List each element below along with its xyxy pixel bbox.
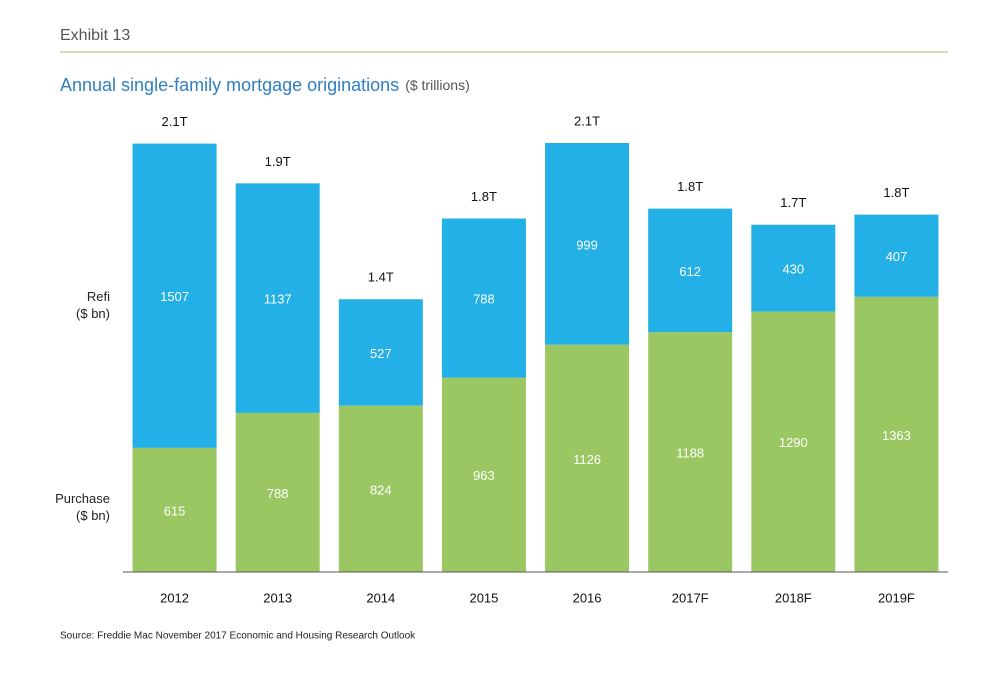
bar-segment [132,447,217,572]
total-label: 2.1T [574,113,600,128]
bar-segment [751,224,836,312]
x-tick-label: 2015 [469,590,498,605]
data-label: 1137 [264,292,292,307]
bar-segment [132,143,217,448]
bar-segment [545,143,630,345]
data-label: 1126 [573,452,601,467]
bar-segment [338,299,423,406]
bar-segment [854,214,939,297]
bar-segment [235,412,320,572]
bar-segment [545,344,630,572]
chart-subtitle: ($ trillions) [405,77,470,93]
chart-title-line: Annual single-family mortgage originatio… [60,75,470,95]
data-label: 612 [679,264,701,279]
exhibit-label: Exhibit 13 [60,27,130,44]
data-label: 527 [370,346,392,361]
x-tick-label: 2013 [263,590,292,605]
total-label: 1.7T [780,195,806,210]
total-label: 1.4T [368,270,394,285]
total-label: 2.1T [162,114,188,129]
data-label: 1507 [160,289,189,304]
x-tick-label: 2012 [160,590,189,605]
data-label: 824 [370,482,392,497]
x-tick-label: 2018F [775,590,812,605]
chart-title: Annual single-family mortgage originatio… [60,75,399,95]
total-label: 1.8T [883,185,909,200]
data-label: 1290 [779,435,808,450]
source-note: Source: Freddie Mac November 2017 Econom… [60,631,416,642]
total-label: 1.8T [677,179,703,194]
x-tick-label: 2017F [672,590,709,605]
total-label: 1.8T [471,189,497,204]
bar-segment [854,296,939,572]
data-label: 430 [782,262,804,277]
data-label: 1363 [882,428,911,443]
x-tick-label: 2014 [366,590,395,605]
series-label: Purchase ($ bn) [55,491,110,523]
bar-segment [235,183,320,413]
series-label: Refi ($ bn) [76,289,110,321]
bar-segment [751,311,836,572]
bar-segment [338,405,423,572]
bar-segment [441,218,526,378]
x-tick-label: 2016 [573,590,602,605]
data-label: 788 [267,486,289,501]
data-label: 999 [576,237,598,252]
bar-segment [648,332,733,572]
data-label: 963 [473,468,495,483]
bar-segment [648,208,733,333]
data-label: 1188 [676,446,704,461]
data-label: 615 [164,503,186,518]
x-tick-label: 2019F [878,590,915,605]
bar-segment [441,377,526,572]
total-label: 1.9T [265,154,291,169]
data-label: 407 [886,249,908,264]
data-label: 788 [473,291,495,306]
